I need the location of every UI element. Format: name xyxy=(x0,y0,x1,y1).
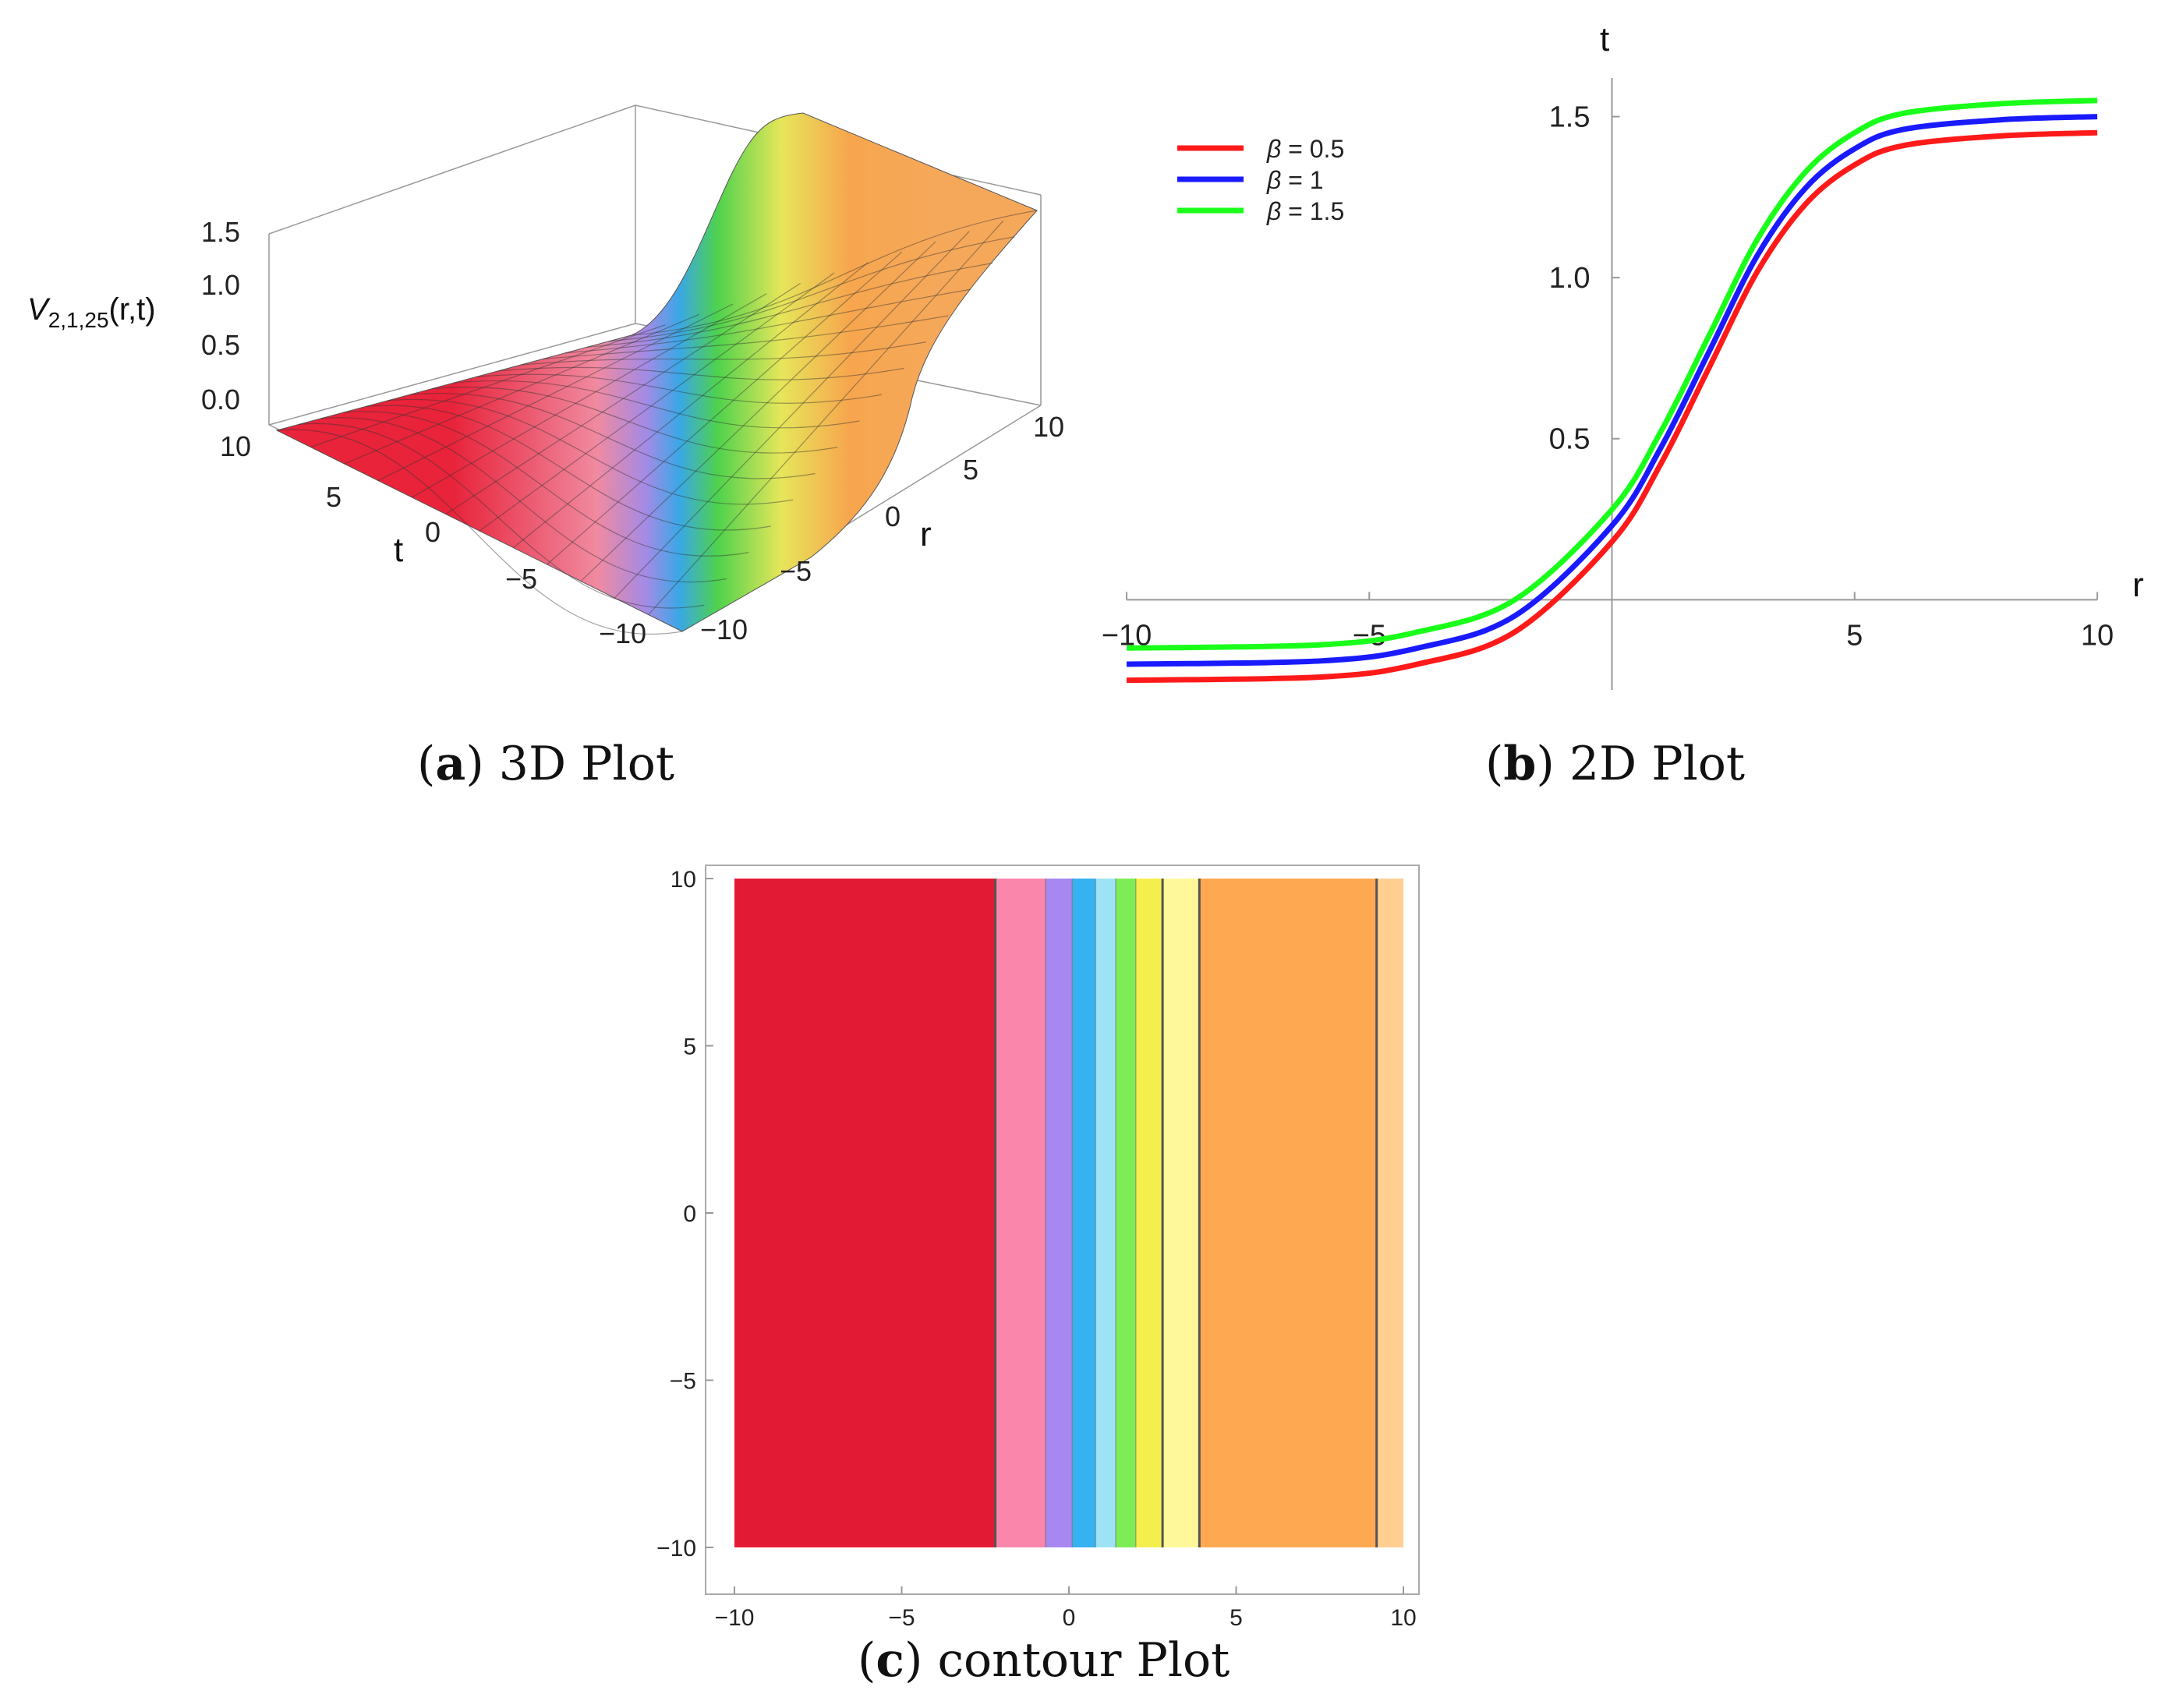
caption-a: (a) 3D Plot xyxy=(417,737,674,791)
contour-band xyxy=(1095,879,1116,1547)
r-tick-label: −10 xyxy=(700,614,748,645)
z-tick-label: 1.5 xyxy=(201,216,240,248)
plot-b-series xyxy=(1126,97,2098,684)
y-tick-label: 5 xyxy=(683,1034,696,1060)
t-axis-label: t xyxy=(394,531,403,569)
r-axis-label: r xyxy=(920,515,932,553)
contour-plot: −10 −5 0 5 10 10 5 0 −5 −10 (c) contour Plot xyxy=(656,865,1420,1688)
contour-band xyxy=(734,879,996,1547)
surface-grid-line xyxy=(387,398,794,505)
surface-grid-line xyxy=(445,282,801,515)
surface-grid-line xyxy=(320,417,727,583)
contour-band xyxy=(1116,879,1136,1547)
x-axis-label: r xyxy=(2132,566,2144,604)
legend-label: β = 1 xyxy=(1266,166,1324,194)
legend-label: β = 0.5 xyxy=(1266,135,1344,163)
plot-c-ticks: −10 −5 0 5 10 10 5 0 −5 −10 xyxy=(656,867,1417,1631)
y-tick-label: 1.0 xyxy=(1549,262,1591,295)
contour-band xyxy=(1072,879,1096,1547)
contour-band xyxy=(1376,879,1403,1547)
y-tick-label: 0 xyxy=(683,1201,696,1227)
y-tick-label: 1.5 xyxy=(1549,101,1591,134)
contour-band xyxy=(1199,879,1377,1547)
z-tick-label: 0.5 xyxy=(201,329,240,361)
x-tick-label: 10 xyxy=(1390,1605,1416,1631)
t-tick-label: −10 xyxy=(599,617,646,649)
surface-grid-line xyxy=(479,272,835,532)
r-tick-label: 5 xyxy=(963,454,978,486)
x-tick-label: 5 xyxy=(1846,619,1863,652)
z-tick-label: 0.0 xyxy=(201,384,240,416)
y-tick-label: 0.5 xyxy=(1549,423,1591,456)
contour-band xyxy=(1162,879,1200,1547)
surface-grid-line xyxy=(310,324,666,448)
series-line xyxy=(1126,114,2098,667)
y-axis-label: t xyxy=(1600,20,1609,58)
x-tick-label: −5 xyxy=(888,1605,915,1631)
caption-b: (b) 2D Plot xyxy=(1485,737,1745,791)
legend-label: β = 1.5 xyxy=(1266,197,1344,225)
t-tick-label: 5 xyxy=(326,481,341,513)
surface-grid-line xyxy=(409,393,816,479)
surface-grid-line xyxy=(476,373,883,404)
y-tick-label: −10 xyxy=(656,1536,696,1561)
surface-grid-line xyxy=(454,380,860,429)
line-plot-2d: −10 −5 5 100.51.01.5 β = 0.5β = 1β = 1.5 r … xyxy=(1102,20,2144,791)
contour-band xyxy=(995,879,1046,1547)
surface-grid-line xyxy=(343,411,749,557)
surface-grid-line xyxy=(377,303,734,482)
surface-mesh xyxy=(275,112,1038,632)
surface-grid-line xyxy=(547,251,903,565)
y-tick-label: −5 xyxy=(670,1369,696,1395)
z-axis-label: V2,1,25(r,t) xyxy=(27,292,156,332)
contour-bands xyxy=(734,879,1403,1547)
y-tick-label: 10 xyxy=(671,867,696,893)
surface-grid-line xyxy=(276,429,683,635)
surface-grid-line xyxy=(631,210,1038,336)
contour-band xyxy=(1135,879,1163,1547)
contour-lines xyxy=(994,879,1378,1547)
surface-grid-line xyxy=(520,341,926,366)
series-line xyxy=(1126,129,2098,684)
surface-grid-line xyxy=(648,220,1004,615)
x-tick-label: 10 xyxy=(2081,619,2114,652)
surface-grid-line xyxy=(432,387,838,454)
t-tick-label: 10 xyxy=(220,430,251,462)
t-tick-label: 0 xyxy=(425,516,441,548)
surface-grid-line xyxy=(498,366,904,380)
surface-grid-line xyxy=(587,262,993,348)
t-tick-label: −5 xyxy=(505,563,537,595)
x-tick-label: 0 xyxy=(1063,1605,1076,1631)
z-tick-label: 1.0 xyxy=(201,269,240,301)
surface-plot-3d: V2,1,25(r,t) 1.5 1.0 0.5 0.0 10 5 0 −5 −… xyxy=(27,104,1064,791)
series-line xyxy=(1126,97,2098,651)
legend: β = 0.5 β = 1 β = 1.5 xyxy=(1177,135,1344,225)
surface-grid-line xyxy=(299,423,705,609)
surface-grid-line xyxy=(512,262,869,548)
surface-grid-line xyxy=(564,288,971,354)
surface-grid-line xyxy=(609,236,1015,342)
x-tick-label: −5 xyxy=(1353,619,1386,652)
surface-grid-line xyxy=(365,405,771,531)
surface-grid xyxy=(276,210,1038,635)
contour-band xyxy=(1045,879,1073,1547)
surface-grid-line xyxy=(614,231,970,599)
r-tick-label: 10 xyxy=(1033,411,1064,443)
surface-grid-line xyxy=(344,313,699,465)
surface-grid-line xyxy=(580,241,936,582)
caption-c: (c) contour Plot xyxy=(858,1633,1230,1688)
plot-c-frame xyxy=(705,865,1420,1595)
surface-grid-line xyxy=(412,293,767,498)
plot-b-axes: −10 −5 5 100.51.01.5 xyxy=(1102,78,2114,690)
x-tick-label: −10 xyxy=(715,1605,755,1631)
r-tick-label: 0 xyxy=(885,500,901,532)
surface-grid-line xyxy=(543,315,949,360)
x-tick-label: 5 xyxy=(1230,1605,1243,1631)
r-tick-label: −5 xyxy=(780,555,812,587)
